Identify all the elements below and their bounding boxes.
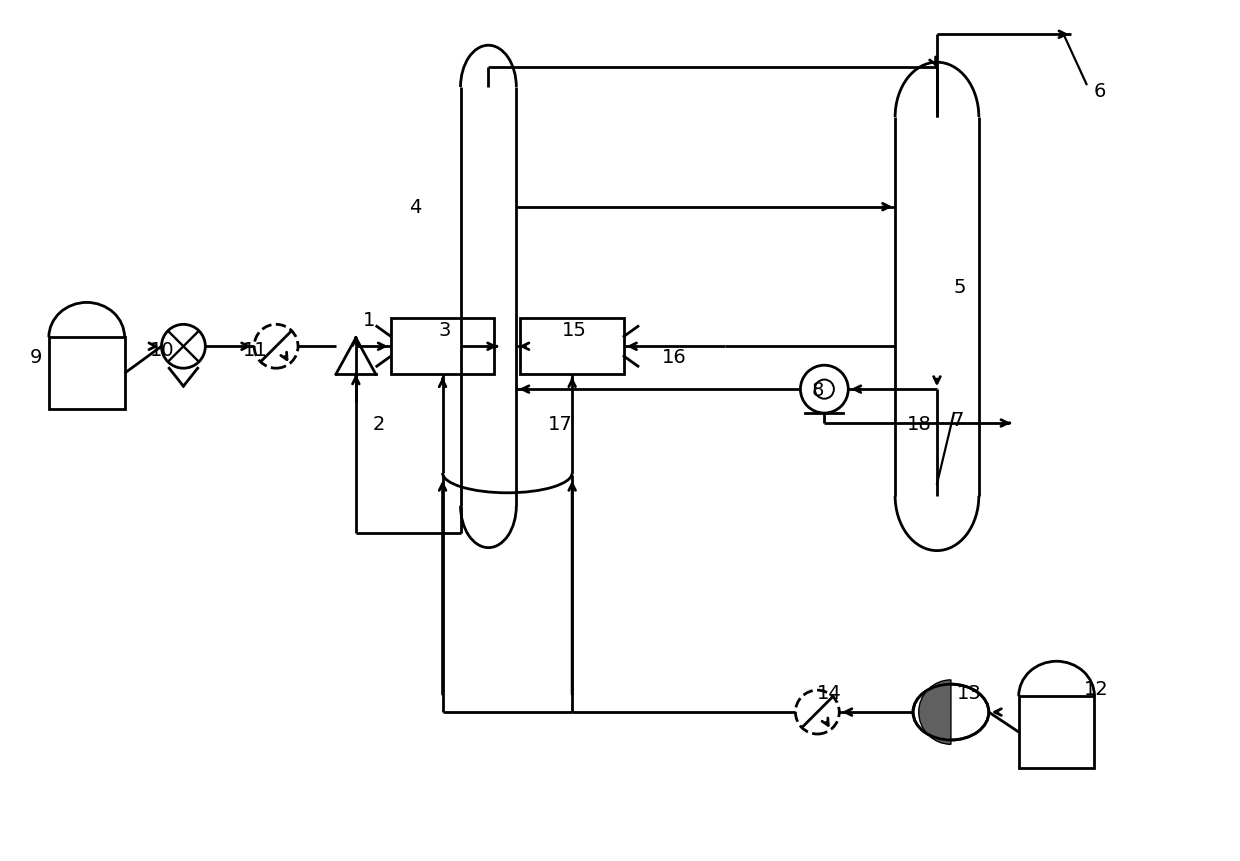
- Text: 1: 1: [363, 311, 376, 330]
- Text: 15: 15: [562, 320, 587, 339]
- Text: 5: 5: [954, 277, 966, 297]
- Text: 7: 7: [951, 410, 963, 429]
- Text: 13: 13: [957, 683, 982, 702]
- Bar: [521, 319, 624, 375]
- Text: 14: 14: [817, 683, 842, 702]
- Text: 9: 9: [30, 347, 42, 366]
- Text: 2: 2: [373, 414, 386, 433]
- Text: 17: 17: [548, 414, 573, 433]
- Text: 10: 10: [150, 340, 174, 359]
- Text: 3: 3: [439, 320, 451, 339]
- Bar: [1019, 697, 1095, 768]
- Text: 8: 8: [811, 381, 823, 400]
- Text: 12: 12: [1084, 678, 1109, 698]
- Bar: [391, 319, 495, 375]
- Text: 11: 11: [243, 340, 268, 359]
- Text: 6: 6: [1094, 82, 1106, 101]
- Wedge shape: [919, 680, 951, 745]
- Text: 16: 16: [662, 347, 687, 366]
- Bar: [48, 338, 124, 410]
- Text: 18: 18: [908, 414, 931, 433]
- Text: 4: 4: [409, 198, 422, 217]
